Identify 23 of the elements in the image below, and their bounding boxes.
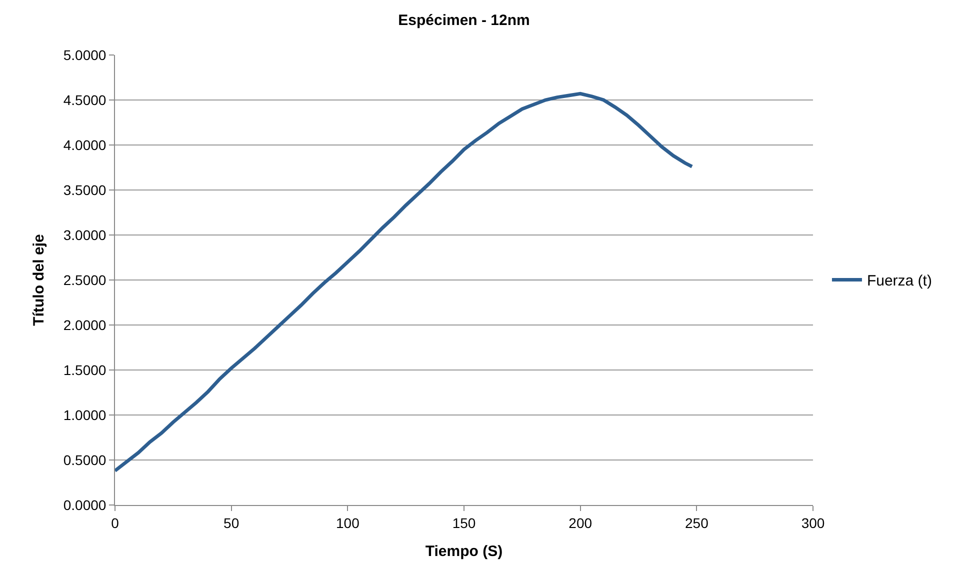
y-tick-label: 4.0000 — [63, 136, 106, 153]
x-tick-label: 50 — [224, 514, 240, 531]
y-tick-label: 3.5000 — [63, 182, 106, 198]
y-tick-label: 0.5000 — [63, 452, 106, 468]
y-tick-label: 5.0000 — [63, 46, 106, 63]
x-tick-label: 150 — [452, 514, 476, 531]
x-tick-label: 0 — [111, 514, 120, 531]
x-tick-label: 250 — [684, 514, 709, 531]
legend-label: Fuerza (t) — [866, 272, 932, 290]
y-tick-label: 1.0000 — [63, 406, 106, 423]
y-tick-label: 2.0000 — [63, 316, 106, 333]
x-tick-label: 200 — [568, 514, 592, 531]
y-tick-label: 0.0000 — [63, 496, 106, 513]
x-tick-label: 100 — [336, 514, 360, 531]
y-tick-label: 1.5000 — [63, 362, 106, 378]
chart-title: Espécimen - 12nm — [398, 12, 530, 29]
x-tick-label: 300 — [801, 514, 825, 531]
y-tick-label: 4.5000 — [63, 92, 106, 108]
line-series — [115, 92, 694, 473]
x-axis-title: Tiempo (S) — [425, 542, 503, 560]
y-axis-title: Título del eje — [30, 234, 48, 326]
y-tick-label: 2.5000 — [63, 272, 106, 288]
y-tick-label: 3.0000 — [63, 226, 106, 243]
